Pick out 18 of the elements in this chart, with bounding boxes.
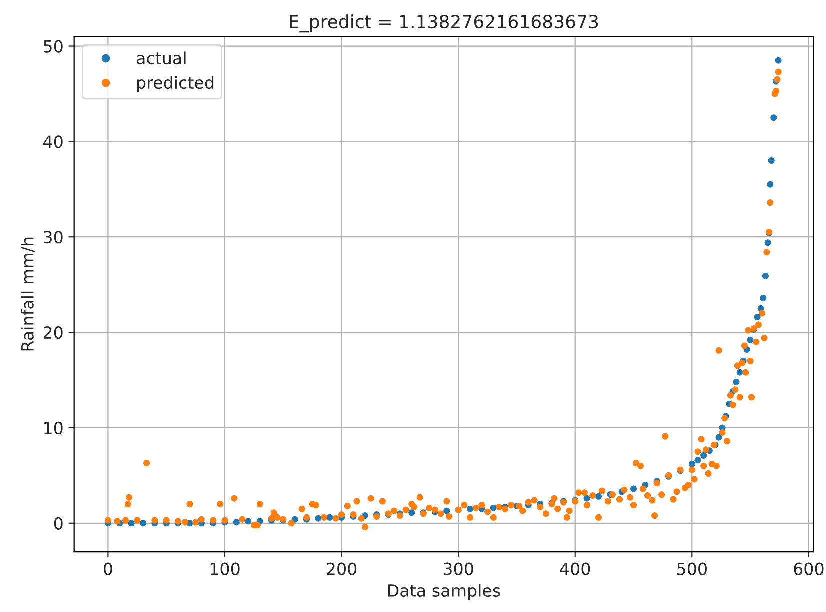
y-tick-label: 50: [44, 40, 63, 53]
y-tick-label: 10: [44, 422, 63, 435]
x-tick-label: 300: [444, 562, 474, 576]
x-tick-label: 200: [327, 562, 357, 576]
x-axis-title: Data samples: [388, 584, 500, 600]
y-tick-label: 0: [54, 517, 63, 530]
legend-label: predicted: [138, 76, 214, 92]
x-tick-label: 0: [104, 562, 112, 576]
x-tick-label: 500: [678, 562, 707, 576]
x-tick-label: 100: [210, 562, 240, 576]
y-tick-label: 40: [44, 136, 63, 148]
y-axis-title: Rainfall mm/h: [21, 238, 36, 351]
x-tick-label: 600: [794, 562, 824, 576]
chart-title: E_predict = 1.1382762161683673: [290, 14, 598, 33]
x-tick-label: 400: [560, 562, 590, 576]
y-tick-label: 20: [44, 326, 63, 340]
y-tick-label: 30: [44, 231, 63, 244]
legend-label: actual: [137, 52, 186, 65]
